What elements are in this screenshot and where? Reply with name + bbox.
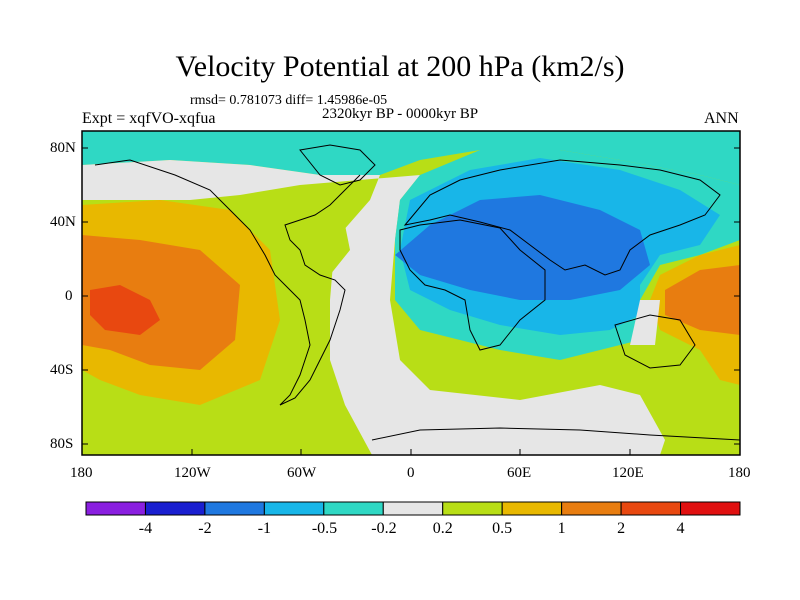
colorbar-label: 0.5: [492, 520, 513, 537]
green-patch: [300, 225, 350, 275]
pacific-orange: [82, 235, 240, 370]
colorbar-swatch: [144, 501, 206, 516]
grey-patch-indonesia: [630, 300, 660, 345]
lon-tick-label: 120E: [612, 465, 644, 481]
season-label: ANN: [704, 110, 739, 127]
period-label: 2320kyr BP - 0000kyr BP: [322, 106, 479, 122]
colorbar-label: 2: [617, 520, 626, 537]
colorbar-swatch: [323, 501, 384, 516]
colorbar-label: 0.2: [432, 520, 453, 537]
antarctica: [371, 427, 740, 441]
plot-title: Velocity Potential at 200 hPa (km2/s): [175, 50, 625, 83]
lat-ticks: [82, 147, 740, 445]
lat-tick-label: 40N: [50, 214, 76, 230]
lat-tick-label: 80S: [50, 436, 74, 452]
americas-east-coast: [279, 174, 361, 406]
lat-tick-label: 80N: [50, 140, 76, 156]
colorbar-label: -2: [198, 520, 212, 537]
africa: [399, 219, 546, 351]
americas-west-coast: [94, 159, 311, 406]
lon-tick-label: 120W: [174, 465, 211, 481]
colorbar-label: 4: [676, 520, 685, 537]
colorbar: [85, 501, 741, 516]
stats-text: rmsd= 0.781073 diff= 1.45986e-05: [190, 93, 388, 108]
greenland: [299, 144, 376, 186]
lon-tick-label: 180: [70, 465, 93, 481]
colorbar-swatch: [382, 501, 444, 516]
lon-tick-label: 180: [728, 465, 751, 481]
colorbar-swatch: [85, 501, 146, 516]
experiment-label: Expt = xqfVO-xqfua: [82, 110, 216, 127]
eurasia: [403, 159, 721, 276]
lon-tick-label: 60E: [507, 465, 532, 481]
colorbar-label: -1: [257, 520, 272, 537]
lon-ticks: [81, 449, 741, 455]
colorbar-label: 1: [557, 520, 566, 537]
colorbar-swatch: [561, 501, 622, 516]
lon-tick-label: 0: [407, 465, 415, 481]
colorbar-swatch: [263, 501, 325, 516]
wpac-orange: [665, 265, 740, 335]
contour-fill: [82, 131, 740, 455]
colorbar-swatch: [501, 501, 563, 516]
lat-tick-label: 0: [65, 288, 73, 304]
strong-blue: [395, 195, 650, 300]
colorbar-swatch: [620, 501, 682, 516]
cyan-band-north: [82, 131, 740, 185]
lat-tick-label: 40S: [50, 362, 74, 378]
colorbar-swatch: [680, 501, 741, 516]
lon-tick-label: 60W: [287, 465, 317, 481]
colorbar-label: -0.2: [371, 520, 397, 537]
pacific-red: [90, 285, 160, 335]
coastlines: [94, 144, 740, 441]
colorbar-label: -0.5: [311, 520, 338, 537]
colorbar-swatch: [204, 501, 265, 516]
colorbar-label: -4: [138, 520, 153, 537]
grey-band: [82, 160, 665, 455]
colorbar-swatch: [442, 501, 503, 516]
australia: [614, 314, 696, 369]
